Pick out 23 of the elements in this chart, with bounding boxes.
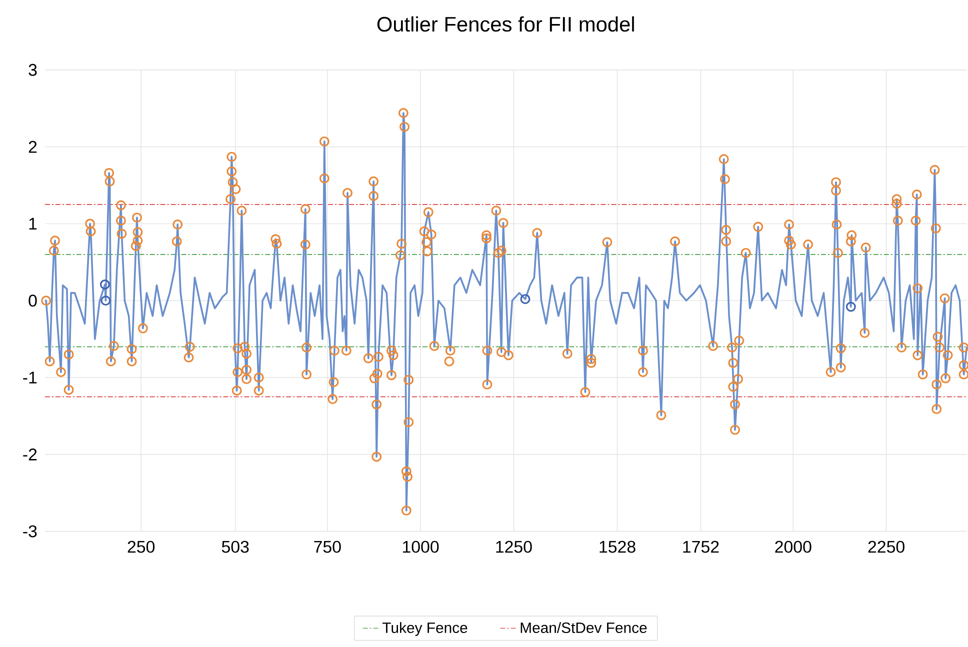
- point: [520, 294, 530, 304]
- x-tick-label: 1250: [496, 540, 532, 553]
- x-tick-label: 503: [222, 540, 249, 553]
- x-tick-label: 250: [128, 540, 155, 553]
- x-tick-label: 2000: [775, 540, 812, 553]
- point: [100, 296, 111, 306]
- legend-label: Mean/StDev Fence: [520, 622, 647, 633]
- y-tick-label: -3: [23, 525, 37, 538]
- y-tick-label: 0: [28, 294, 37, 307]
- x-tick-label: 1528: [600, 540, 636, 553]
- legend-label: Tukey Fence: [382, 622, 468, 636]
- x-tick-label: 750: [314, 540, 341, 553]
- y-tick-label: -1: [23, 372, 37, 384]
- x-tick-label: 2250: [868, 540, 904, 553]
- chart-title: Outlier Fences for FII model: [377, 16, 634, 32]
- x-tick-label: 1000: [403, 540, 439, 553]
- point: [100, 279, 110, 290]
- y-tick-label: -2: [23, 448, 37, 460]
- x-tick-label: 1752: [683, 540, 719, 553]
- point: [846, 302, 856, 312]
- y-tick-label: 2: [28, 140, 37, 153]
- y-tick-label: 3: [28, 64, 37, 76]
- y-tick-label: 1: [29, 218, 37, 230]
